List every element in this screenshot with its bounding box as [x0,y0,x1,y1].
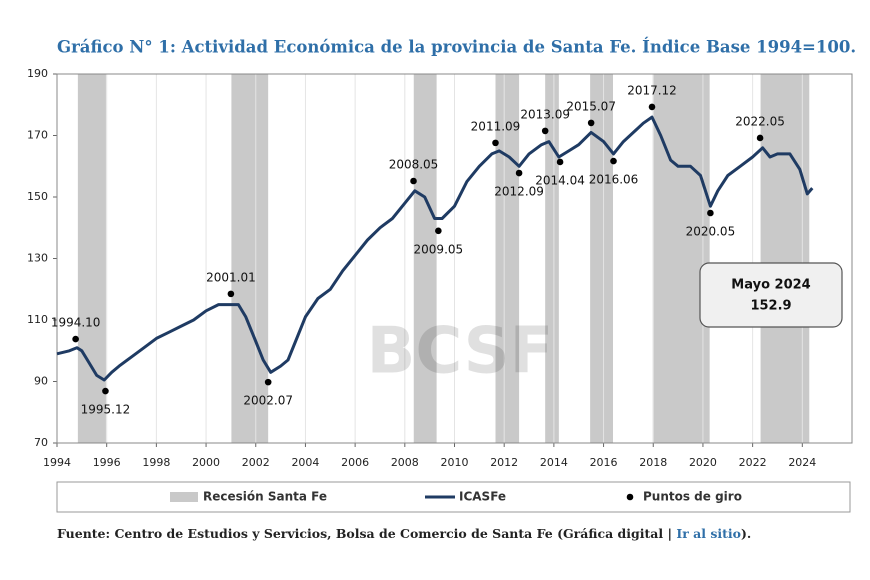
x-tick-label: 2010 [441,456,469,469]
x-tick-label: 2022 [739,456,767,469]
x-tick-label: 2008 [391,456,419,469]
x-tick-label: 2002 [242,456,270,469]
annotation-title: Mayo 2024 [731,278,810,293]
turning-point [435,227,442,235]
plot-frame [56,73,853,444]
source: Fuente: Centro de Estudios y Servicios, … [57,526,751,541]
recession-band [545,74,559,443]
turning-point-label: 2022.05 [735,114,785,128]
recession-band [760,74,810,443]
turning-point-label: 2015.07 [566,99,616,113]
turning-point [587,119,595,127]
annotation-value: 152.9 [750,299,791,314]
turning-point-label: 2016.06 [589,173,639,187]
turning-point [102,387,109,395]
turning-point-label: 2020.05 [686,224,736,238]
x-tick-label: 2006 [341,456,369,469]
recession-band [77,74,106,443]
turning-point [648,103,656,111]
recession-band [652,74,710,443]
x-tick-label: 2016 [590,456,618,469]
turning-point [72,335,79,343]
x-tick-label: 2014 [540,456,568,469]
x-tick-label: 1996 [93,456,121,469]
turning-point-label: 2001.01 [206,270,256,284]
y-tick-label: 150 [27,190,48,203]
chart-title: Gráfico N° 1: Actividad Económica de la … [57,37,856,57]
source-text: ). [741,526,751,541]
recession-band [495,74,520,443]
plot-area: 1994 1996 1998 2000 2002 2004 2006 2008 2010 2012… [27,67,853,469]
legend-label: Recesión Santa Fe [203,490,327,504]
x-tick-label: 2004 [291,456,319,469]
turning-point-label: 2011.09 [471,119,521,133]
series-line [56,115,814,382]
turning-point-label: 2017.12 [627,83,677,97]
annotation-box [699,262,843,328]
turning-point [541,127,549,135]
turning-point [556,158,564,166]
y-tick-label: 110 [27,313,48,326]
turning-point [227,290,235,298]
recession-band [413,74,437,443]
y-tick-label: 130 [27,252,48,265]
legend-swatch [626,493,634,501]
y-tick-label: 70 [34,436,48,449]
y-tick-label: 90 [34,375,48,388]
turning-point [610,157,617,165]
y-tick-label: 190 [27,67,48,80]
x-tick-label: 2000 [192,456,220,469]
x-tick-label: 1994 [43,456,71,469]
x-tick-label: 2024 [788,456,816,469]
source-link[interactable]: Ir al sitio [676,526,741,541]
source-text: Fuente: Centro de Estudios y Servicios, … [57,526,676,541]
turning-point-label: 2009.05 [414,242,464,256]
turning-point [515,169,523,177]
legend-label: Puntos de giro [643,490,742,504]
turning-point-label: 2002.07 [243,394,293,408]
y-tick-label: 170 [27,129,48,142]
turning-point-label: 1995.12 [81,403,131,417]
turning-point-label: 2013.09 [520,107,570,121]
x-tick-label: 2012 [490,456,518,469]
turning-point-label: 2012.09 [494,185,544,199]
x-tick-label: 1998 [142,456,170,469]
recession-band [590,74,614,443]
turning-point-label: 1994.10 [51,316,101,330]
legend-label: ICASFe [459,490,506,504]
x-tick-label: 2020 [689,456,717,469]
turning-point [492,139,499,147]
turning-point-label: 2008.05 [389,158,439,172]
legend-swatch [170,492,198,502]
turning-point [707,209,714,217]
legend: Recesión Santa Fe ICASFe Puntos de giro [170,490,742,504]
turning-point [264,378,272,386]
turning-point-label: 2014.04 [535,173,585,187]
x-tick-label: 2018 [639,456,667,469]
turning-point [410,177,417,185]
watermark: BCSF [367,315,554,389]
turning-point [756,134,764,142]
recession-band [231,74,269,443]
